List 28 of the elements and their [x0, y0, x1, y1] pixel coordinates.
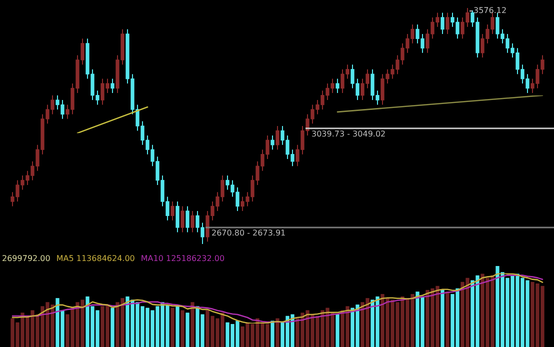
text: 2699792.00 — [2, 254, 50, 263]
bar — [180, 310, 184, 347]
annotation: 2670.80 - 2673.91 — [212, 228, 286, 238]
bar — [336, 314, 340, 347]
bar — [276, 318, 280, 347]
bar — [176, 306, 180, 347]
annotation: 3039.73 - 3049.02 — [312, 129, 386, 138]
candlestick — [270, 134, 274, 150]
annotation: 3576.12 — [474, 6, 507, 16]
candlestick — [276, 126, 280, 150]
bar — [446, 292, 450, 347]
bar — [186, 312, 190, 347]
bar — [170, 308, 174, 347]
bar — [190, 302, 194, 347]
candlestick — [336, 78, 340, 94]
candlestick — [110, 78, 114, 94]
candlestick — [186, 206, 190, 233]
candlestick — [440, 12, 444, 34]
bar — [270, 320, 274, 347]
bar — [440, 290, 444, 347]
bar — [110, 308, 114, 347]
candlestick — [180, 206, 184, 233]
candlestick — [190, 210, 194, 233]
candlestick — [170, 201, 174, 221]
candlestick — [176, 201, 180, 233]
text: MA5 113684624.00 — [56, 254, 135, 263]
candlestick — [446, 12, 450, 34]
text: MA10 125186232.00 — [140, 254, 225, 263]
